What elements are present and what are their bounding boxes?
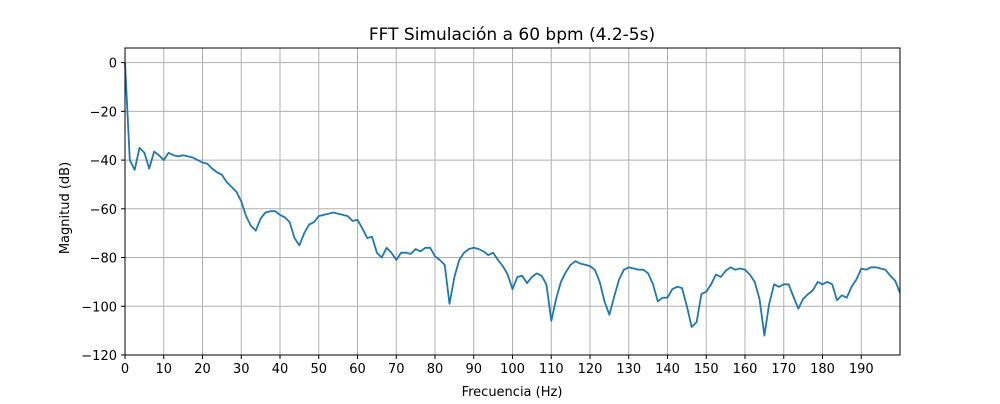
y-ticks: 0 −20 −40 −60 −80 −100 −120 [81, 57, 125, 364]
x-ticks: 0 10 20 30 40 50 60 70 80 90 100 110 120 130 140 150 160… [121, 355, 874, 377]
x-tick-label: 40 [272, 362, 289, 377]
x-tick-label: 10 [155, 362, 172, 377]
x-tick-label: 100 [500, 362, 525, 377]
x-tick-label: 180 [810, 362, 835, 377]
series-line [124, 62, 901, 337]
x-tick-label: 190 [849, 362, 874, 377]
chart-title: FFT Simulación a 60 bpm (4.2-5s) [369, 25, 655, 45]
x-tick-label: 0 [121, 362, 129, 377]
x-tick-label: 140 [655, 362, 680, 377]
x-tick-label: 160 [733, 362, 758, 377]
y-tick-label: 0 [109, 57, 117, 72]
x-tick-label: 170 [771, 362, 796, 377]
y-tick-label: −40 [90, 154, 117, 169]
x-tick-label: 130 [616, 362, 641, 377]
x-tick-label: 150 [694, 362, 719, 377]
y-tick-label: −80 [90, 252, 117, 267]
x-tick-label: 60 [349, 362, 366, 377]
y-tick-label: −120 [81, 349, 117, 364]
x-tick-label: 20 [194, 362, 211, 377]
x-tick-label: 110 [539, 362, 564, 377]
x-tick-label: 80 [427, 362, 444, 377]
x-tick-label: 120 [578, 362, 603, 377]
series-group [124, 62, 901, 337]
y-tick-label: −60 [90, 203, 117, 218]
x-tick-label: 50 [310, 362, 327, 377]
x-axis-label: Frecuencia (Hz) [462, 385, 563, 400]
y-tick-label: −20 [90, 105, 117, 120]
y-tick-label: −100 [81, 300, 117, 315]
x-tick-label: 30 [233, 362, 250, 377]
x-tick-label: 70 [388, 362, 405, 377]
x-tick-label: 90 [465, 362, 482, 377]
y-axis-label: Magnitud (dB) [58, 162, 73, 254]
